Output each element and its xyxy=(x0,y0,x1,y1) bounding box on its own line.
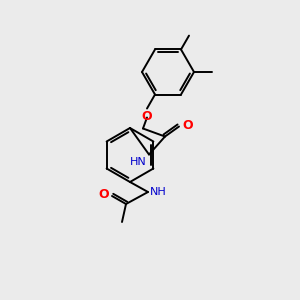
Text: O: O xyxy=(182,119,193,132)
Text: O: O xyxy=(98,188,109,200)
Text: NH: NH xyxy=(150,187,167,197)
Text: HN: HN xyxy=(130,157,147,166)
Text: O: O xyxy=(142,110,152,122)
